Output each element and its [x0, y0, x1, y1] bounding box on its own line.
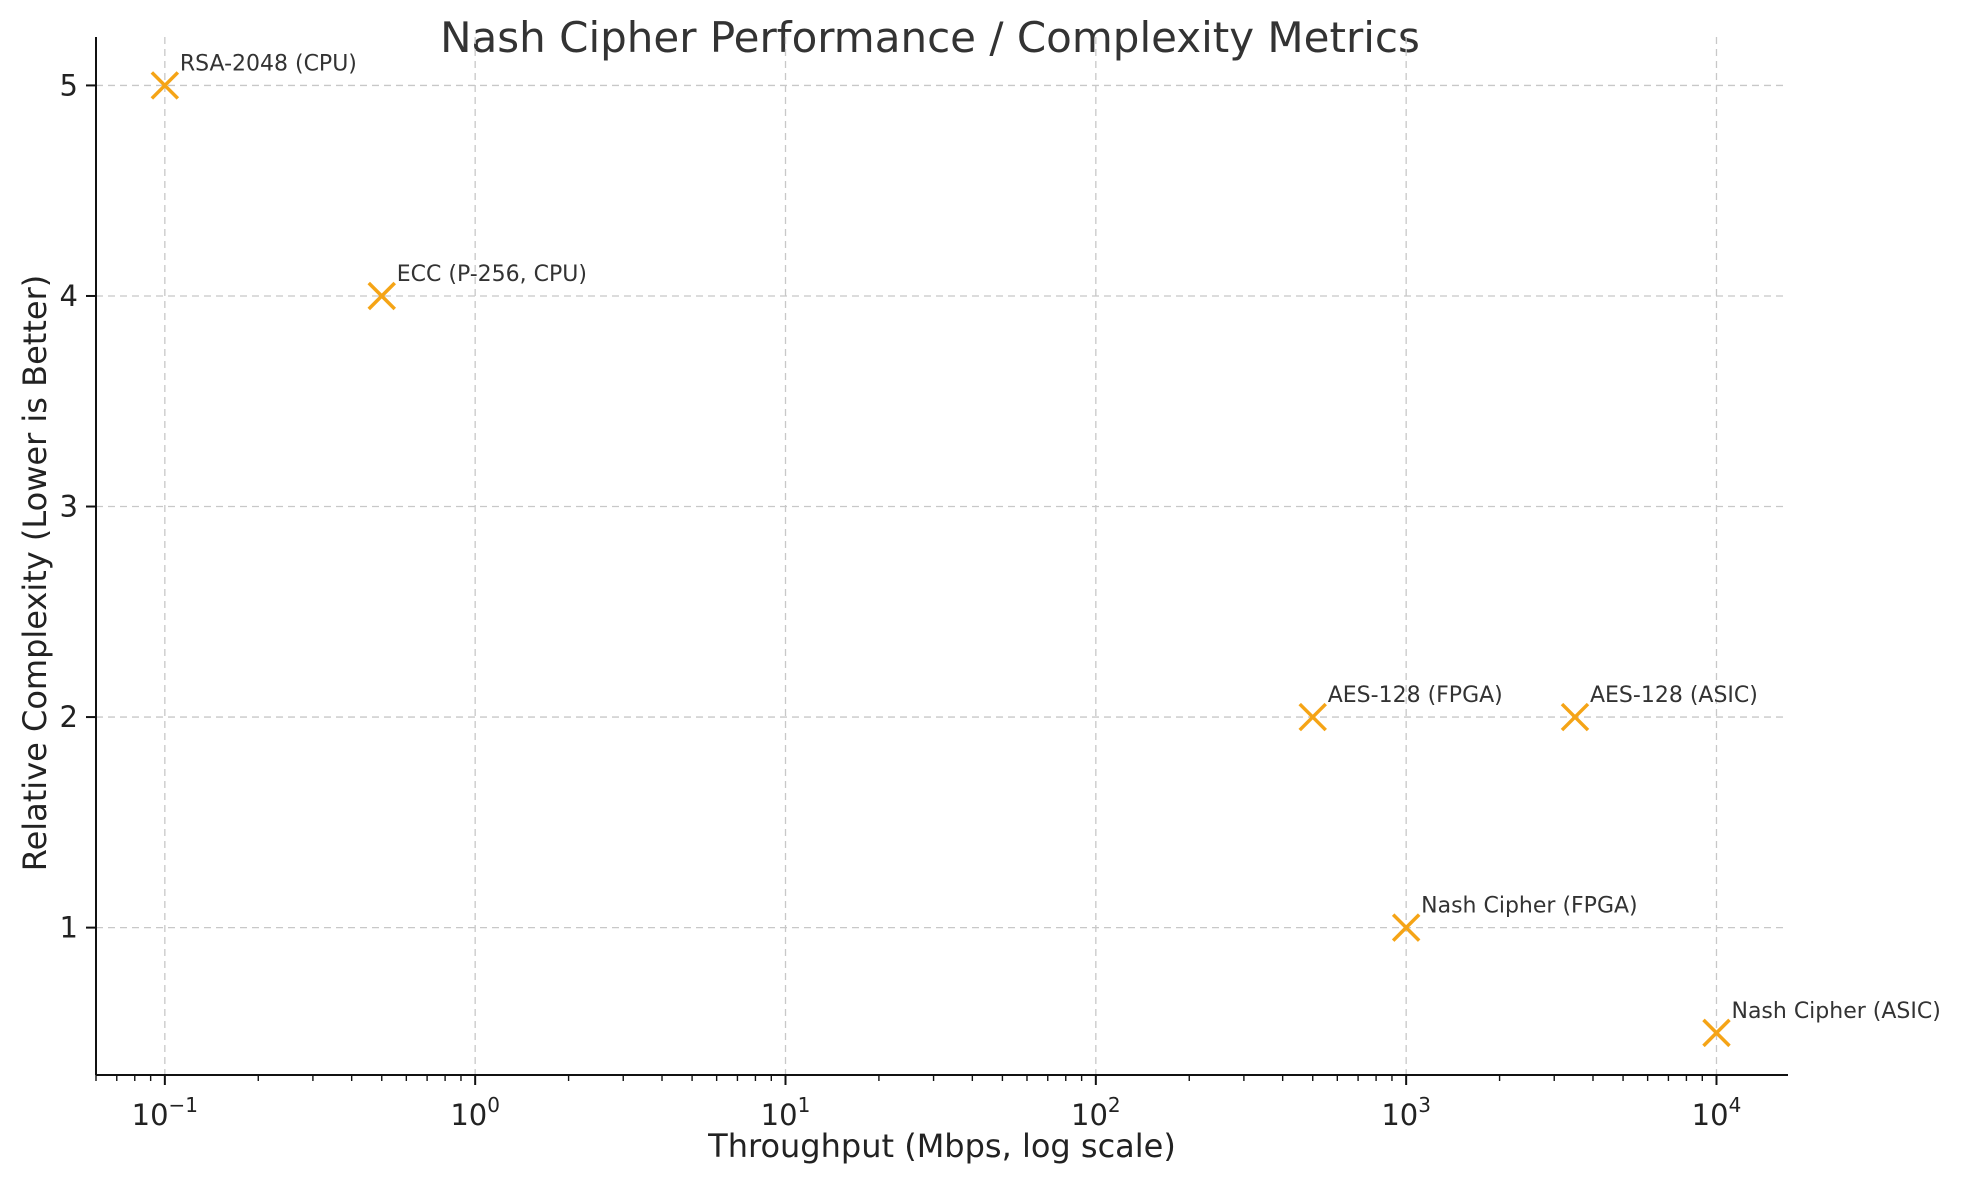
ticks-layer: 10−110010110210310412345 — [60, 68, 1742, 1132]
data-point: Nash Cipher (ASIC) — [1703, 999, 1940, 1046]
x-tick-exponent: 4 — [1729, 1093, 1742, 1117]
point-label: RSA-2048 (CPU) — [180, 51, 357, 76]
y-tick-label: 1 — [60, 911, 78, 945]
y-tick-label: 4 — [60, 279, 78, 313]
point-label: AES-128 (ASIC) — [1590, 683, 1758, 708]
x-tick-label: 100 — [450, 1093, 500, 1132]
x-tick-base: 10 — [1381, 1098, 1418, 1132]
x-tick-label: 10−1 — [132, 1093, 198, 1132]
data-point: ECC (P-256, CPU) — [369, 262, 587, 309]
point-label: Nash Cipher (ASIC) — [1731, 999, 1940, 1024]
x-tick-exponent: 2 — [1108, 1093, 1121, 1117]
y-tick-label: 5 — [60, 68, 78, 102]
x-tick-label: 104 — [1692, 1093, 1742, 1132]
point-label: Nash Cipher (FPGA) — [1421, 894, 1637, 919]
x-tick-base: 10 — [132, 1098, 169, 1132]
grid-layer — [96, 37, 1788, 1075]
point-label: AES-128 (FPGA) — [1328, 683, 1503, 708]
x-tick-exponent: −1 — [169, 1093, 198, 1117]
point-label: ECC (P-256, CPU) — [397, 262, 587, 287]
y-tick-label: 2 — [60, 700, 78, 734]
x-tick-exponent: 3 — [1418, 1093, 1431, 1117]
chart-title: Nash Cipher Performance / Complexity Met… — [440, 13, 1420, 62]
x-tick-base: 10 — [1692, 1098, 1729, 1132]
data-point: AES-128 (FPGA) — [1300, 683, 1503, 730]
x-tick-label: 103 — [1381, 1093, 1431, 1132]
x-tick-base: 10 — [450, 1098, 487, 1132]
y-axis-label: Relative Complexity (Lower is Better) — [16, 275, 54, 871]
data-point: Nash Cipher (FPGA) — [1393, 894, 1637, 941]
y-tick-label: 3 — [60, 490, 78, 524]
x-axis-label: Throughput (Mbps, log scale) — [707, 1127, 1176, 1165]
points-layer: RSA-2048 (CPU) ECC (P-256, CPU) AES-128 (F… — [152, 51, 1941, 1045]
data-point: RSA-2048 (CPU) — [152, 51, 357, 98]
data-point: AES-128 (ASIC) — [1562, 683, 1758, 730]
x-tick-exponent: 1 — [798, 1093, 811, 1117]
x-tick-exponent: 0 — [487, 1093, 500, 1117]
